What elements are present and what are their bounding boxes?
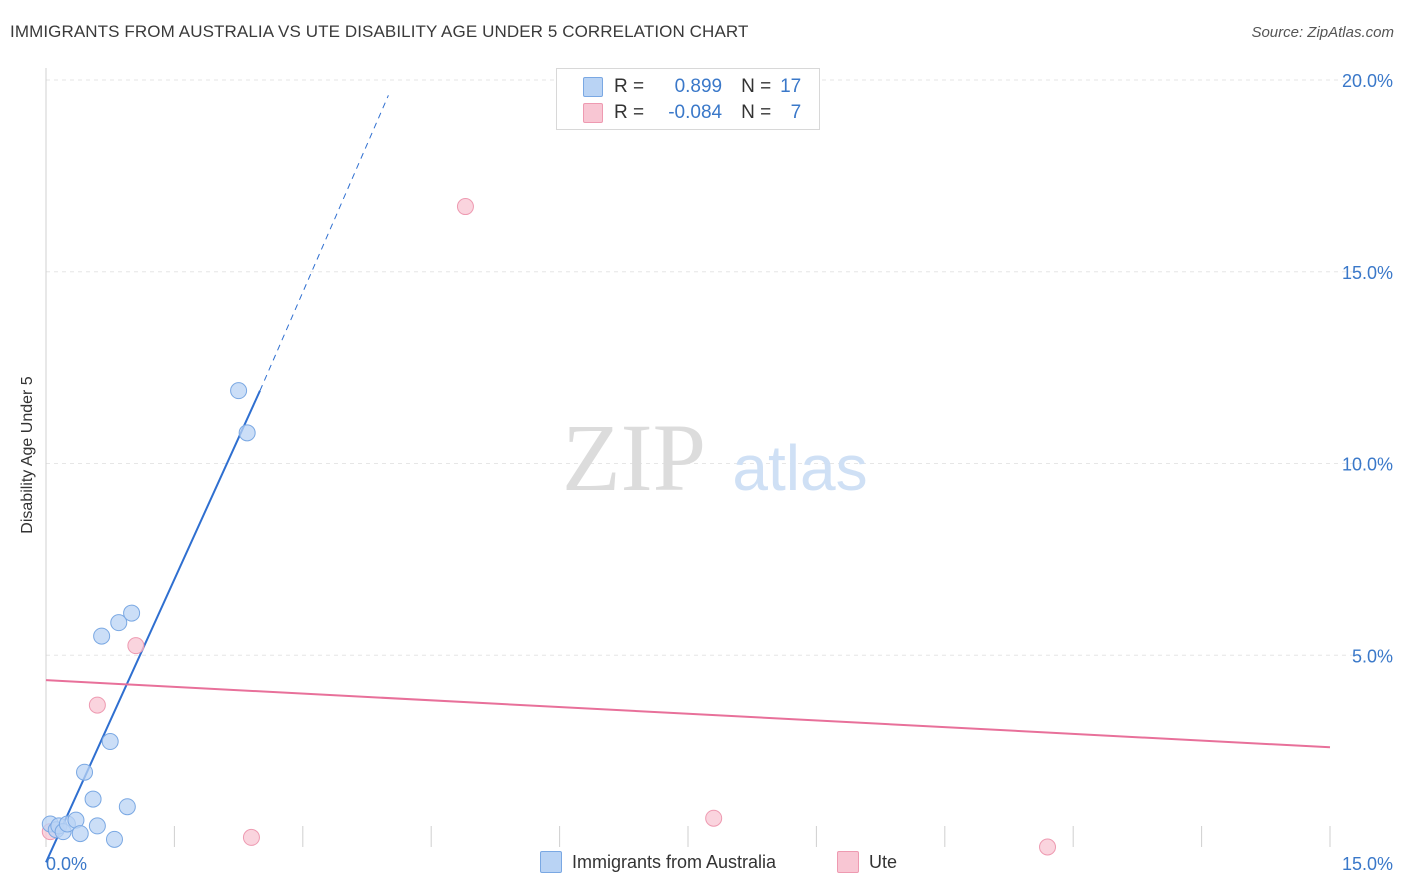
x-tick-label: 15.0% [1342, 854, 1393, 874]
data-point-ute [88, 696, 106, 714]
tick-labels: 5.0% 10.0% 15.0% 20.0% 0.0% 15.0% [46, 71, 1393, 874]
data-point-australia [76, 763, 94, 781]
bottom-legend-australia: Immigrants from Australia [540, 851, 776, 873]
data-point-australia [238, 424, 256, 442]
data-point-ute [1039, 838, 1057, 856]
legend-row-ute: R = -0.084 N = 7 [583, 101, 801, 125]
data-point-australia [88, 817, 106, 835]
trend-line-australia [45, 390, 261, 863]
legend-n-value: 17 [780, 76, 802, 97]
x-tick-label: 0.0% [46, 854, 87, 874]
source-credit: Source: ZipAtlas.com [1251, 24, 1394, 41]
trend-lines [45, 95, 1331, 863]
watermark-atlas: atlas [732, 432, 867, 504]
bottom-legend-label-ute: Ute [869, 851, 898, 872]
watermark: ZIP atlas [562, 404, 868, 511]
bottom-legend-ute: Ute [837, 851, 897, 873]
y-tick-label: 10.0% [1342, 455, 1393, 475]
y-tick-label: 15.0% [1342, 263, 1393, 283]
legend-r-label: R = [614, 102, 645, 123]
chart-title: IMMIGRANTS FROM AUSTRALIA VS UTE DISABIL… [10, 22, 749, 41]
data-point-australia [230, 382, 248, 400]
legend-swatch-ute [583, 103, 603, 123]
trend-line-ute [45, 679, 1331, 749]
data-point-australia [110, 614, 128, 632]
data-points [41, 198, 1057, 856]
bottom-legend-swatch-ute [837, 851, 859, 873]
data-point-australia [71, 825, 89, 843]
axes [45, 68, 1331, 847]
data-point-australia [101, 733, 119, 751]
y-tick-label: 20.0% [1342, 71, 1393, 91]
legend-r-label: R = [614, 76, 645, 97]
legend-r-value: -0.084 [668, 102, 723, 123]
trend-line-australia-extension [259, 95, 389, 391]
data-point-australia [84, 790, 102, 808]
correlation-legend: R = 0.899 N = 17 R = -0.084 N = 7 [556, 68, 820, 130]
y-tick-label: 5.0% [1352, 646, 1393, 666]
watermark-zip: ZIP [562, 404, 706, 511]
data-point-ute [456, 198, 474, 216]
bottom-legend-label-australia: Immigrants from Australia [572, 851, 777, 872]
legend-row-australia: R = 0.899 N = 17 [583, 75, 801, 99]
data-point-ute [242, 828, 260, 846]
data-point-australia [118, 798, 136, 816]
gridlines [46, 79, 1366, 656]
data-point-australia [93, 627, 111, 645]
legend-swatch-australia [583, 77, 603, 97]
data-point-australia [105, 830, 123, 848]
legend-n-value: 7 [790, 102, 802, 123]
legend-n-label: N = [741, 76, 772, 97]
legend-n-label: N = [741, 102, 772, 123]
data-point-australia [123, 604, 141, 622]
data-point-ute [705, 809, 723, 827]
bottom-legend-swatch-australia [540, 851, 562, 873]
legend-r-value: 0.899 [674, 76, 723, 97]
data-point-ute [127, 637, 145, 655]
